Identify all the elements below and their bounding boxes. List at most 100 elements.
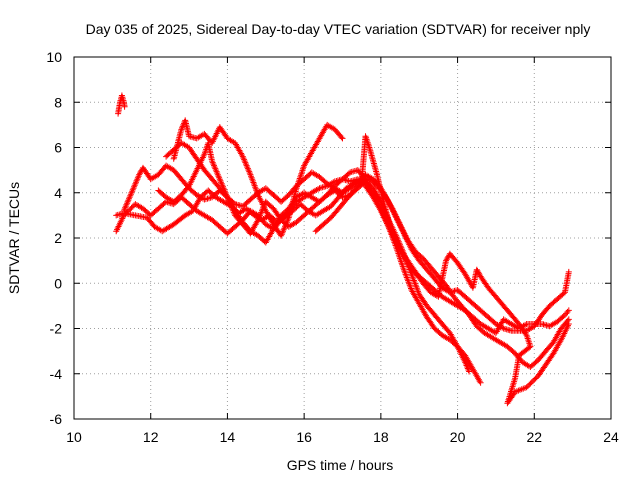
chart-title: Day 035 of 2025, Sidereal Day-to-day VTE… (86, 21, 591, 37)
data-point (466, 368, 473, 375)
data-point (316, 173, 329, 186)
data-point (362, 171, 375, 182)
data-point (420, 280, 433, 294)
data-point (446, 330, 460, 349)
axis-ticks (73, 56, 612, 420)
data-point (477, 307, 490, 320)
data-point (132, 201, 145, 211)
data-point (565, 268, 572, 275)
data-point (312, 208, 325, 219)
data-point (531, 313, 544, 330)
x-tick-label: 24 (603, 429, 619, 445)
data-point (247, 218, 261, 237)
data-point (308, 186, 321, 196)
data-point (193, 207, 206, 218)
data-point (469, 300, 483, 313)
y-tick-label: -6 (50, 411, 63, 427)
data-point (469, 314, 483, 326)
data-point (320, 215, 333, 228)
y-axis-label: SDTVAR / TECUs (6, 182, 22, 294)
x-tick-label: 18 (373, 429, 389, 445)
data-point (423, 302, 437, 317)
data-point (527, 358, 540, 370)
data-point (397, 246, 410, 263)
data-point (393, 244, 407, 272)
data-point (477, 321, 490, 331)
data-point (565, 307, 572, 314)
data-point (262, 198, 276, 211)
series-track-8 (312, 133, 572, 407)
y-tick-label: 2 (54, 230, 62, 246)
data-point (347, 179, 360, 192)
y-tick-label: -2 (50, 321, 63, 337)
data-point (473, 266, 483, 279)
data-point (439, 332, 452, 342)
data-point (115, 100, 123, 117)
data-point (558, 317, 571, 332)
data-point (262, 207, 276, 226)
data-point (224, 135, 237, 146)
data-point (535, 349, 548, 364)
y-tick-label: 4 (54, 185, 62, 201)
data-point (320, 204, 333, 214)
data-point (485, 314, 498, 326)
data-point (308, 169, 321, 179)
data-point (278, 193, 291, 205)
data-point (562, 270, 572, 296)
data-point (562, 308, 571, 318)
data-point (301, 189, 314, 200)
data-point (508, 311, 521, 326)
series-track-5 (170, 117, 346, 239)
data-point (542, 340, 556, 355)
data-point (339, 186, 352, 196)
data-point (492, 321, 506, 331)
data-point (270, 205, 284, 222)
data-point (232, 140, 245, 158)
x-tick-label: 12 (143, 429, 159, 445)
data-point (209, 216, 222, 229)
data-point (209, 125, 222, 146)
data-point (285, 220, 298, 230)
data-point (178, 140, 191, 150)
data-point (416, 291, 429, 308)
data-point (404, 257, 418, 274)
data-point (423, 266, 437, 281)
data-point (113, 214, 127, 235)
data-point (301, 206, 314, 219)
data-point (408, 287, 422, 306)
data-point (163, 162, 176, 173)
data-point (469, 366, 483, 385)
data-point (416, 300, 429, 319)
data-point (400, 266, 414, 292)
data-point (523, 374, 540, 391)
data-point (331, 187, 345, 200)
y-tick-label: -4 (50, 366, 63, 382)
data-point (431, 325, 444, 338)
data-point (293, 190, 306, 201)
data-point (427, 264, 441, 279)
data-point (389, 230, 403, 251)
data-point (381, 203, 395, 235)
data-point (412, 268, 426, 285)
data-point (339, 170, 352, 183)
data-point (546, 297, 559, 309)
data-point (209, 158, 223, 181)
data-point (247, 171, 261, 197)
data-point (515, 321, 529, 337)
data-point (477, 379, 484, 386)
data-point (420, 255, 433, 270)
data-point (550, 327, 564, 346)
data-point (182, 208, 195, 219)
data-point (328, 195, 341, 210)
data-point (324, 121, 337, 132)
data-point (316, 193, 329, 205)
data-point (374, 171, 388, 208)
data-point (370, 185, 383, 204)
data-point (201, 167, 214, 181)
data-point (481, 330, 494, 340)
data-point (163, 147, 176, 160)
data-point (316, 123, 330, 142)
data-point (170, 167, 184, 181)
data-point (439, 293, 452, 304)
